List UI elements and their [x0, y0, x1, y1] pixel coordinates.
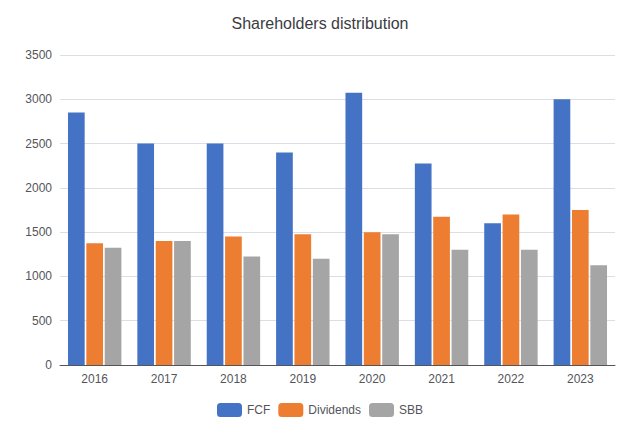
svg-text:2023: 2023 — [567, 372, 594, 386]
svg-text:2017: 2017 — [151, 372, 178, 386]
svg-text:500: 500 — [32, 314, 52, 328]
svg-text:0: 0 — [45, 358, 52, 372]
svg-text:2021: 2021 — [428, 372, 455, 386]
svg-text:2022: 2022 — [498, 372, 525, 386]
svg-text:1500: 1500 — [25, 225, 52, 239]
svg-text:3500: 3500 — [25, 48, 52, 62]
svg-text:2018: 2018 — [220, 372, 247, 386]
svg-text:2016: 2016 — [81, 372, 108, 386]
svg-text:Shareholders distribution: Shareholders distribution — [232, 15, 409, 32]
svg-text:2500: 2500 — [25, 137, 52, 151]
svg-text:2000: 2000 — [25, 181, 52, 195]
svg-text:3000: 3000 — [25, 92, 52, 106]
svg-text:Dividends: Dividends — [308, 403, 361, 417]
svg-text:SBB: SBB — [399, 403, 423, 417]
svg-text:FCF: FCF — [247, 403, 270, 417]
svg-text:1000: 1000 — [25, 269, 52, 283]
svg-text:2020: 2020 — [359, 372, 386, 386]
svg-text:2019: 2019 — [289, 372, 316, 386]
